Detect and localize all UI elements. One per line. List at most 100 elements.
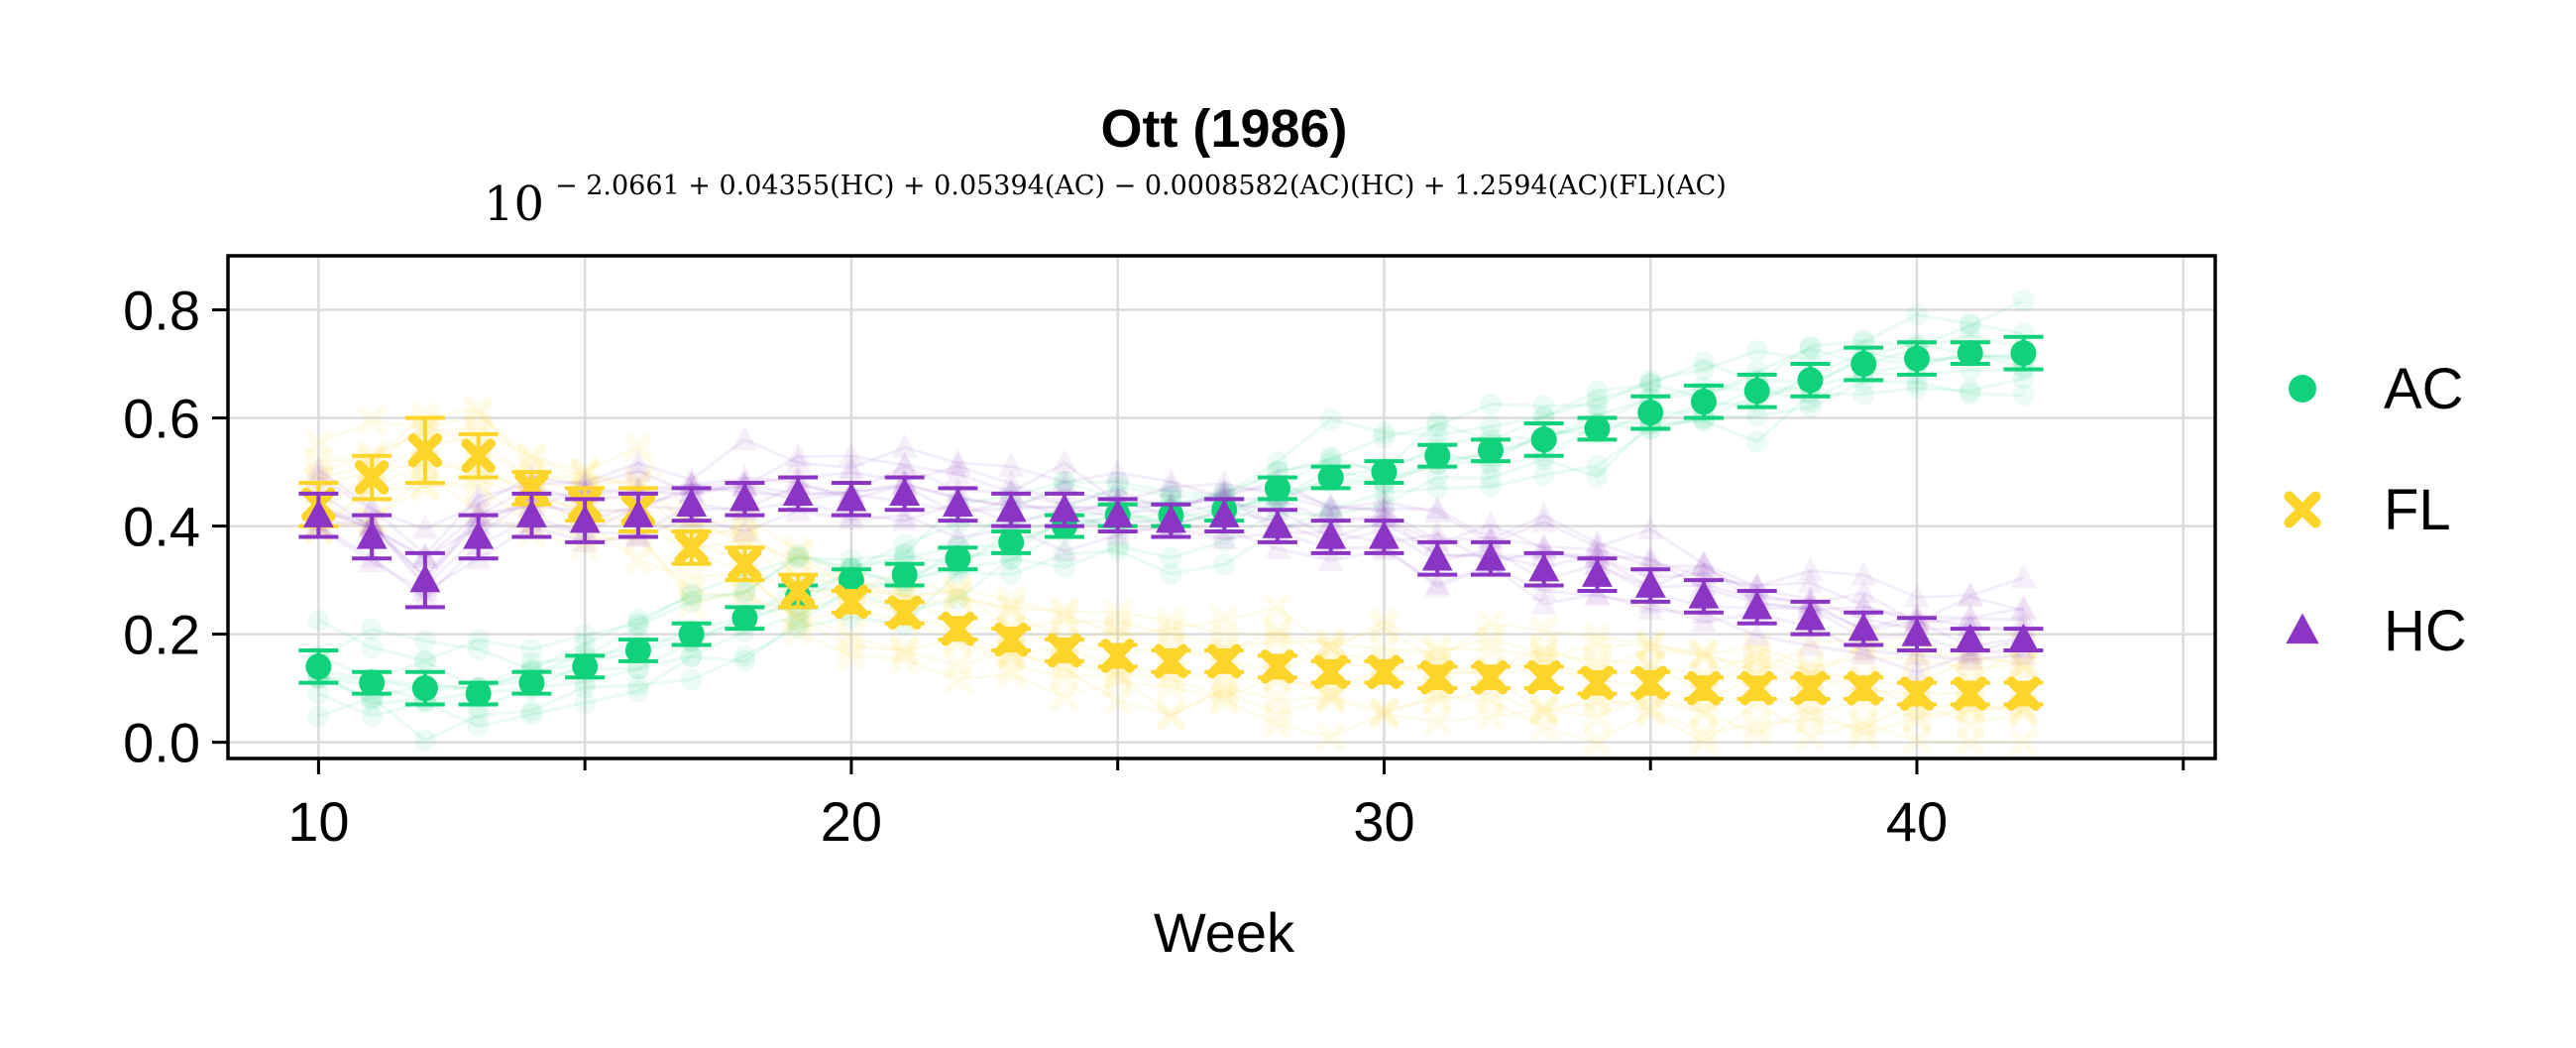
chart-subtitle: 10 − 2.0661 + 0.04355(HC) + 0.05394(AC) … [484, 171, 1727, 232]
trajectory-point [626, 608, 649, 631]
trajectory-line [317, 380, 2024, 743]
trajectory-point [1529, 712, 1559, 742]
trajectory-point [1582, 622, 1613, 652]
data-point [1848, 612, 1879, 641]
legend-item-fl: FL [2284, 478, 2451, 542]
trajectory-point [677, 589, 707, 619]
trajectory-line [317, 377, 2024, 729]
trajectory-point [1795, 721, 1826, 751]
formula-exponent: − 2.0661 + 0.04355(HC) + 0.05394(AC) − 0… [555, 171, 1727, 201]
legend-marker [2289, 375, 2316, 403]
trajectory-point [1848, 713, 1878, 743]
data-point [1154, 643, 1188, 679]
trajectory-point [1104, 459, 1131, 484]
trajectory-point [464, 496, 494, 526]
trajectory-point [1263, 627, 1292, 656]
data-point [838, 567, 864, 594]
trajectory-point [1586, 389, 1609, 411]
trajectory-point [1422, 706, 1452, 736]
trajectory-point [465, 500, 492, 524]
trajectory-point [1742, 709, 1772, 740]
data-point [465, 680, 492, 707]
trajectory-point [1584, 532, 1611, 557]
trajectory-point [1424, 526, 1451, 551]
trajectory-point [1476, 609, 1506, 639]
data-point [674, 530, 709, 565]
trajectory-point [1319, 498, 1342, 521]
trajectory-point [570, 457, 600, 487]
data-point [1102, 499, 1134, 527]
trajectory-point [943, 583, 972, 613]
trajectory-point [1051, 449, 1077, 474]
trajectory-point [890, 644, 920, 674]
trajectory-point [729, 520, 759, 549]
trajectory-point [1745, 430, 1768, 453]
trajectory-point [1745, 361, 1768, 384]
trajectory-line [318, 483, 2024, 737]
trajectory-point [1319, 446, 1342, 469]
trajectory-point [1903, 602, 1931, 627]
trajectory-point [1743, 622, 1770, 646]
trajectory-point [2012, 290, 2035, 312]
trajectory-point [361, 692, 384, 715]
trajectory-point [1266, 450, 1288, 473]
trajectory-point [680, 591, 703, 614]
data-point [1477, 437, 1504, 464]
trajectory-point [465, 483, 492, 508]
trajectory-point [1848, 642, 1878, 672]
data-point [1155, 504, 1186, 533]
trajectory-point [1106, 475, 1129, 498]
trajectory-point [1852, 383, 1875, 406]
formula-base: 10 [484, 176, 544, 232]
data-point [676, 488, 708, 517]
trajectory-point [1106, 471, 1129, 494]
trajectory-point [1104, 475, 1131, 500]
trajectory-point [677, 577, 707, 607]
trajectory-point [1584, 528, 1611, 554]
legend-label: AC [2384, 357, 2464, 421]
trajectory-point [1422, 638, 1452, 667]
trajectory-point [520, 703, 543, 726]
trajectory-point [1263, 684, 1292, 715]
trajectory-point [464, 395, 494, 424]
data-point [356, 521, 388, 549]
trajectory-point [1529, 640, 1559, 670]
trajectory-point [1426, 413, 1449, 436]
trajectory-point [1850, 637, 1877, 661]
trajectory-point [1957, 645, 1983, 670]
axes: 10 20 30 40 0.0 0.2 0.4 0.6 0.8 [123, 254, 2217, 853]
trajectory-point [1104, 522, 1131, 546]
trajectory-point [1957, 604, 1983, 629]
data-point [354, 460, 390, 495]
trajectory-point [1317, 495, 1344, 520]
trajectory-point [626, 612, 649, 635]
trajectory-point [1799, 336, 1822, 359]
data-point [1634, 569, 1666, 598]
trajectory-point [1584, 535, 1611, 560]
trajectory-point [783, 549, 813, 580]
trajectory-point [1426, 466, 1449, 489]
data-point [1260, 649, 1295, 684]
data-point [2006, 676, 2041, 711]
trajectory-point [361, 637, 384, 659]
y-tick-label: 0.4 [123, 496, 200, 558]
trajectory-point [1263, 616, 1292, 645]
trajectory-point [1690, 550, 1718, 575]
trajectory-point [516, 442, 546, 472]
trajectory-point [1373, 426, 1396, 449]
trajectory-point [1637, 544, 1664, 569]
trajectory-point [1689, 697, 1719, 727]
trajectory-point [1373, 481, 1396, 504]
trajectory-point [1799, 396, 1822, 418]
trajectory-line [317, 437, 2024, 599]
trajectory-point [1795, 629, 1826, 659]
trajectory-point [1957, 583, 1983, 608]
trajectory-point [837, 641, 866, 671]
trajectory-point [1957, 581, 1983, 606]
data-point [463, 521, 495, 549]
trajectory-point [680, 668, 703, 691]
trajectory-point [1371, 497, 1398, 522]
trajectory-point [1051, 537, 1077, 562]
trajectory-point [570, 531, 600, 562]
trajectory-point [998, 452, 1025, 477]
